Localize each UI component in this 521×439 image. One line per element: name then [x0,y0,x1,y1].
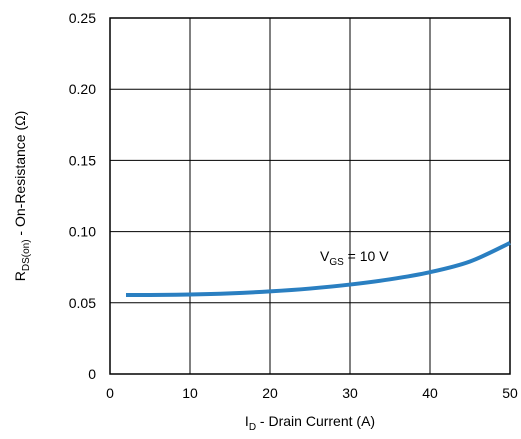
x-tick-label: 20 [262,385,278,401]
x-tick-label: 40 [422,385,438,401]
x-tick-label: 10 [182,385,198,401]
x-tick-label: 0 [106,385,114,401]
series-group [125,241,511,298]
x-axis-label-sub: D [249,422,256,433]
y-axis-label-main: R [12,271,28,281]
annotation-rest: = 10 V [344,248,389,264]
y-axis-label-rest: - On-Resistance (Ω) [12,111,28,240]
y-tick-label: 0.25 [69,10,96,26]
series-line-0 [125,241,511,298]
annotation-vgs: VGS = 10 V [320,248,389,268]
y-tick-label: 0 [88,366,96,382]
annotation-main: V [320,248,330,264]
y-tick-label: 0.20 [69,81,96,97]
x-tick-label: 30 [342,385,358,401]
x-axis-label-main: I [245,413,249,429]
tick-labels: 0 10 20 30 40 50 0 0.05 0.10 0.15 0.20 0.25 [69,10,518,401]
x-tick-label: 50 [502,385,518,401]
plot-frame [109,17,511,375]
x-axis-label-rest: - Drain Current (A) [256,413,375,429]
y-tick-label: 0.15 [69,152,96,168]
x-axis-label: ID - Drain Current (A) [245,413,375,433]
y-tick-label: 0.05 [69,295,96,311]
grid-lines [110,18,510,374]
annotation-sub: GS [329,257,344,268]
y-axis-label: RDS(on) - On-Resistance (Ω) [12,111,32,282]
y-tick-label: 0.10 [69,224,96,240]
y-axis-label-sub: DS(on) [21,239,32,271]
